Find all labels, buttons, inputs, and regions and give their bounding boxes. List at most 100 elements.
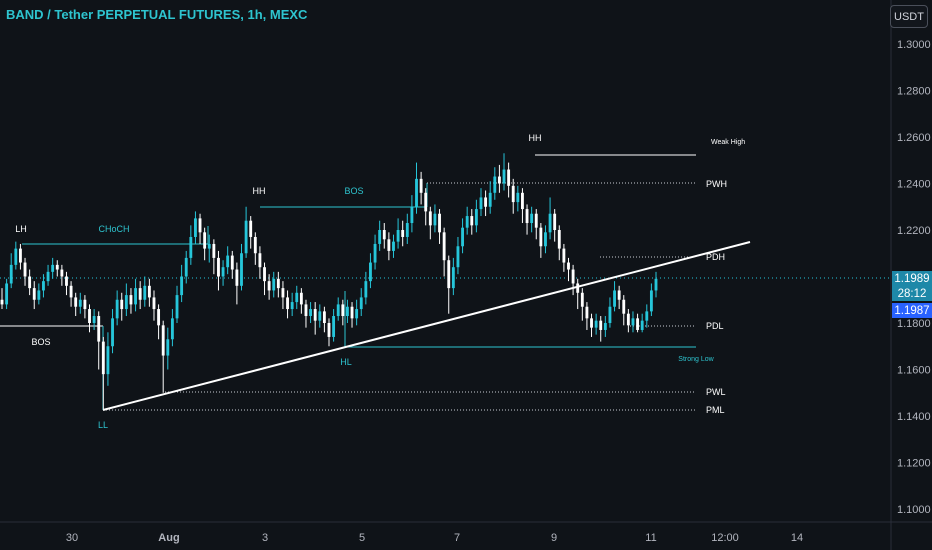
y-tick-label: 1.2200	[897, 225, 931, 237]
candle-body	[74, 297, 78, 307]
candle-body	[249, 220, 253, 237]
candle-body	[585, 306, 589, 319]
candle-body	[576, 283, 580, 293]
candle-body	[14, 248, 18, 265]
candle-body	[212, 243, 216, 258]
candle-body	[534, 213, 538, 228]
candle-body	[387, 239, 391, 251]
candle-body	[571, 269, 575, 284]
candle-body	[649, 290, 653, 312]
currency-button[interactable]: USDT	[890, 5, 928, 28]
candle-body	[392, 241, 395, 251]
candle-body	[553, 213, 557, 230]
candle-body	[511, 185, 515, 203]
candle-body	[580, 292, 584, 307]
annotation-label: BOS	[344, 186, 363, 196]
candle-body	[263, 267, 266, 282]
candle-body	[318, 311, 322, 321]
candle-body	[451, 267, 455, 289]
x-tick-label: 12:00	[711, 532, 739, 544]
candle-body	[203, 232, 207, 249]
candle-body	[258, 253, 262, 268]
chart-title: BAND / Tether PERPETUAL FUTURES, 1h, MEX…	[6, 7, 308, 22]
annotation-label: PWH	[706, 179, 727, 189]
candle-body	[548, 213, 552, 233]
candle-body	[428, 211, 432, 226]
candle-body	[290, 302, 294, 310]
candle-body	[355, 309, 359, 319]
candle-body	[152, 297, 156, 310]
candle-body	[456, 246, 460, 268]
candle-body	[405, 223, 409, 237]
candle-body	[184, 257, 188, 277]
candle-body	[166, 339, 170, 356]
candle-body	[198, 218, 202, 233]
candle-body	[65, 276, 68, 286]
candle-body	[521, 192, 524, 210]
candle-body	[276, 278, 280, 289]
candle-body	[562, 248, 566, 263]
candle-body	[124, 295, 128, 310]
candle-body	[461, 227, 464, 247]
y-tick-label: 1.1200	[897, 458, 931, 470]
annotation-label: Strong Low	[678, 356, 714, 363]
candle-body	[544, 232, 547, 247]
candle-body	[134, 288, 137, 305]
candle-body	[217, 257, 220, 277]
candle-body	[465, 216, 469, 228]
candle-body	[382, 230, 386, 240]
candle-body	[281, 288, 285, 298]
candle-body	[175, 295, 179, 319]
candle-body	[42, 281, 45, 291]
candle-body	[28, 276, 32, 289]
candle-body	[590, 318, 593, 328]
candle-body	[332, 316, 336, 337]
candle-body	[654, 278, 658, 291]
candle-body	[525, 209, 529, 224]
candle-body	[230, 255, 234, 270]
candle-body	[396, 230, 400, 242]
candle-body	[479, 197, 483, 210]
annotation-label: PDH	[706, 252, 725, 262]
candle-body	[88, 309, 91, 323]
candle-body	[502, 169, 506, 184]
x-tick-label: 3	[262, 532, 268, 544]
candle-body	[415, 178, 418, 207]
candle-body	[5, 283, 9, 305]
x-tick-label: 14	[791, 532, 803, 544]
candle-body	[530, 213, 534, 224]
candle-body	[299, 292, 303, 305]
y-tick-label: 1.1400	[897, 411, 931, 423]
candle-body	[626, 313, 630, 326]
candle-body	[9, 264, 13, 284]
candle-body	[55, 264, 59, 270]
y-tick-label: 1.2600	[897, 132, 931, 144]
candle-body	[180, 276, 184, 296]
annotation-label: HH	[529, 133, 542, 143]
candle-body	[516, 192, 520, 203]
candle-body	[207, 243, 211, 249]
y-tick-label: 1.1800	[897, 318, 931, 330]
candle-body	[253, 236, 257, 254]
candle-body	[69, 285, 73, 298]
candle-body	[37, 290, 41, 300]
candle-body	[240, 253, 243, 286]
candle-body	[599, 320, 603, 330]
candle-body	[97, 316, 101, 342]
second-price-label: 1.1987	[892, 303, 932, 318]
candle-body	[488, 192, 492, 207]
candle-body	[18, 248, 22, 263]
candle-body	[92, 316, 96, 323]
candle-body	[106, 346, 110, 375]
candle-body	[235, 269, 239, 286]
candle-body	[350, 306, 354, 319]
candle-body	[608, 306, 612, 323]
candle-body	[359, 297, 363, 310]
candle-body	[101, 341, 105, 375]
candle-countdown-label: 28:12	[892, 286, 932, 301]
candle-body	[226, 255, 230, 268]
candle-body	[115, 299, 119, 319]
annotation-label: HL	[340, 357, 352, 367]
